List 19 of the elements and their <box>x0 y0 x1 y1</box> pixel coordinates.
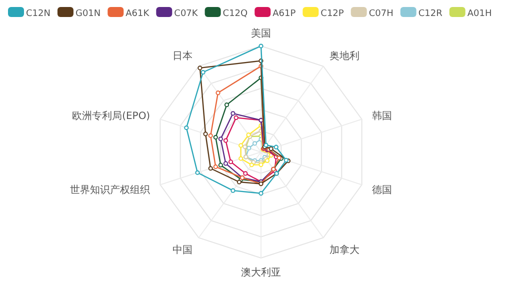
spoke-label: 韩国 <box>372 110 392 122</box>
legend-label: C12R <box>418 9 442 19</box>
legend-label: A01H <box>467 9 492 19</box>
spoke-label: 加拿大 <box>330 244 360 256</box>
spoke-label: 中国 <box>172 244 192 256</box>
spoke-label: 奥地利 <box>330 50 360 62</box>
legend-label: A61K <box>126 9 150 19</box>
legend-label: A61P <box>272 9 296 19</box>
spoke-label: 美国 <box>251 27 271 40</box>
legend-label: C12Q <box>222 9 248 19</box>
legend-label: G01N <box>75 9 101 19</box>
spoke-label: 欧洲专利局(EPO) <box>72 110 150 122</box>
legend-label: C12N <box>26 9 50 19</box>
legend-label: C07H <box>368 9 394 19</box>
spoke-label: 世界知识产权组织 <box>70 184 150 196</box>
legend-label: C12P <box>320 9 344 19</box>
spoke-label: 德国 <box>372 184 392 196</box>
spoke-label: 澳大利亚 <box>241 266 281 279</box>
legend-label: C07K <box>174 9 199 19</box>
